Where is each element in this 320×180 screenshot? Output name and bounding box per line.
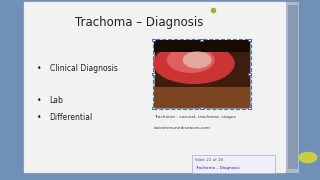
FancyBboxPatch shape (154, 87, 250, 108)
FancyBboxPatch shape (152, 39, 155, 41)
FancyBboxPatch shape (152, 107, 155, 109)
Text: autoimmunediseases.com: autoimmunediseases.com (154, 126, 211, 130)
FancyBboxPatch shape (248, 73, 251, 75)
Text: Slide 21 of 18: Slide 21 of 18 (195, 158, 223, 162)
FancyBboxPatch shape (248, 39, 251, 41)
Ellipse shape (153, 43, 235, 84)
FancyBboxPatch shape (248, 107, 251, 109)
Text: Trachoma – Diagnosis: Trachoma – Diagnosis (75, 16, 204, 29)
Ellipse shape (183, 51, 212, 69)
FancyBboxPatch shape (24, 2, 286, 173)
FancyBboxPatch shape (154, 40, 250, 108)
Text: •: • (37, 112, 41, 122)
Text: Trachoma – Diagnosis: Trachoma – Diagnosis (195, 166, 240, 170)
Text: Lab: Lab (50, 96, 63, 105)
FancyBboxPatch shape (286, 2, 299, 173)
Text: •: • (37, 64, 41, 73)
FancyBboxPatch shape (200, 107, 203, 109)
Text: •: • (37, 96, 41, 105)
FancyBboxPatch shape (154, 40, 250, 52)
FancyBboxPatch shape (152, 73, 155, 75)
FancyBboxPatch shape (200, 39, 203, 41)
FancyBboxPatch shape (288, 5, 298, 169)
Circle shape (299, 152, 317, 163)
FancyBboxPatch shape (192, 155, 275, 173)
Text: Clinical Diagnosis: Clinical Diagnosis (50, 64, 117, 73)
Text: Trachoma - corneal, trachoma, stages: Trachoma - corneal, trachoma, stages (154, 115, 236, 119)
Text: Differential: Differential (50, 112, 93, 122)
Ellipse shape (167, 47, 215, 73)
